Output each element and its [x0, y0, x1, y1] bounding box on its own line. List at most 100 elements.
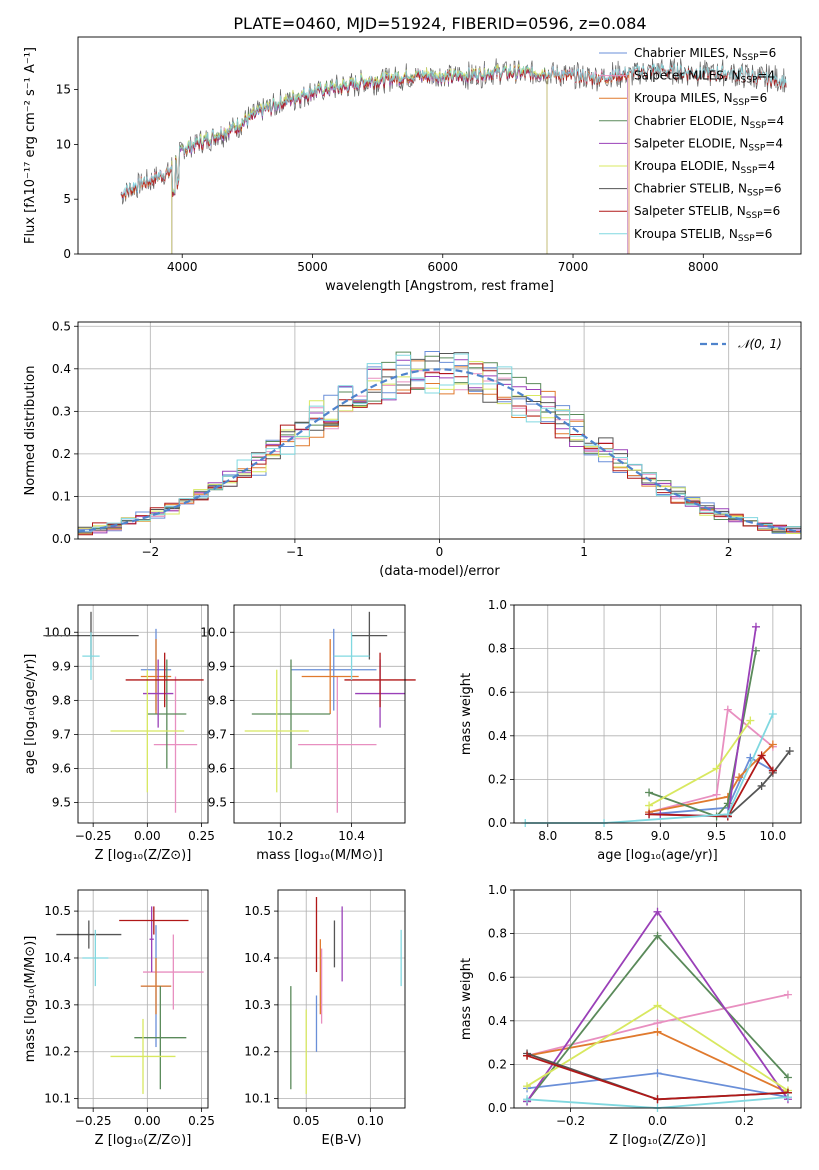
x-tick-label: 4000 [167, 260, 198, 274]
x-tick-label: −0.2 [556, 1114, 585, 1128]
y-tick-label: 0.5 [52, 319, 71, 333]
y-tick-label: 10.2 [244, 1045, 271, 1059]
weight-marker [653, 1018, 662, 1027]
weight-marker [783, 1073, 792, 1082]
legend: Chabrier MILES, NSSP=6 Salpeter MILES, NS… [599, 46, 784, 244]
y-tick-label: 10.0 [200, 625, 227, 639]
x-tick-label: 0.00 [134, 829, 161, 843]
y-tick-label: 10.1 [44, 1092, 71, 1106]
plot-area [43, 611, 204, 813]
weight-marker [768, 766, 777, 775]
legend-label: Kroupa MILES, NSSP=6 [634, 91, 767, 108]
spectrum-line [171, 65, 548, 254]
axes-frame [77, 36, 802, 255]
x-axis-label: mass [log₁₀(M/M⊙)] [256, 848, 383, 863]
chart-mass-vs-Z: −0.25 0.00 0.25 10.1 10.2 10.3 10.4 10.5 Z [log₁… [23, 889, 215, 1148]
legend-label: Chabrier ELODIE, NSSP=4 [634, 114, 784, 131]
weight-line [727, 750, 791, 818]
y-tick-label: 5 [63, 192, 71, 206]
x-tick-label: 10.4 [338, 829, 365, 843]
weight-marker [653, 1095, 662, 1104]
y-tick-label: 0.4 [488, 1014, 507, 1028]
x-tick-label: −2 [141, 545, 159, 559]
y-tick-label: 10.4 [244, 951, 271, 965]
y-tick-label: 0.6 [488, 970, 507, 984]
x-axis-label: E(B-V) [321, 1133, 361, 1148]
y-axis-label: mass [log₁₀(M/M⊙)] [23, 936, 38, 1063]
x-tick-label: 9.5 [707, 829, 726, 843]
legend-label: Kroupa STELIB, NSSP=6 [634, 227, 772, 244]
y-tick-label: 10.5 [244, 904, 271, 918]
legend-label: Chabrier MILES, NSSP=6 [634, 46, 776, 63]
weight-marker [653, 1027, 662, 1036]
weight-line [648, 707, 774, 813]
y-tick-label: 0.0 [52, 532, 71, 546]
y-tick-label: 0.6 [488, 685, 507, 699]
histogram-step [77, 353, 802, 539]
x-axis-label: Z [log₁₀(Z/Z⊙)] [609, 1133, 706, 1148]
legend-label: Salpeter ELODIE, NSSP=4 [634, 136, 783, 153]
weight-marker [783, 990, 792, 999]
weight-marker [653, 931, 662, 940]
axes-frame [277, 889, 406, 1109]
plot-area [290, 897, 402, 1094]
y-tick-label: 1.0 [488, 598, 507, 612]
y-tick-label: 0.8 [488, 642, 507, 656]
weight-marker [712, 764, 721, 773]
y-tick-label: 15 [56, 83, 71, 97]
y-axis-label: Flux [fλ10⁻¹⁷ erg cm⁻² s⁻¹ A⁻¹] [23, 47, 38, 244]
y-tick-label: 10.0 [44, 625, 71, 639]
x-tick-label: 0 [436, 545, 444, 559]
chart-age-vs-mass: 10.2 10.4 9.5 9.6 9.7 9.8 9.9 10.0 mass [log₁₀(M… [200, 604, 416, 863]
chart-mass-vs-EBV: 0.05 0.10 10.1 10.2 10.3 10.4 10.5 E(B-V) [244, 889, 406, 1148]
y-tick-label: 10.3 [44, 998, 71, 1012]
y-tick-label: 9.9 [52, 659, 71, 673]
y-tick-label: 0.1 [52, 489, 71, 503]
weight-marker [523, 1082, 532, 1091]
x-tick-label: −0.25 [75, 829, 112, 843]
x-tick-label: −0.25 [75, 1114, 112, 1128]
x-tick-label: 9.0 [651, 829, 670, 843]
x-tick-label: 10.0 [760, 829, 787, 843]
x-axis-label: age [log₁₀(age/yr)] [597, 848, 718, 863]
y-tick-label: 9.8 [52, 693, 71, 707]
x-axis-label: Z [log₁₀(Z/Z⊙)] [95, 1133, 192, 1148]
axes-frame [77, 321, 802, 540]
y-tick-label: 9.7 [208, 727, 227, 741]
x-tick-label: 2 [725, 545, 733, 559]
weight-marker [768, 710, 777, 718]
plot-area [244, 611, 416, 813]
chart-spectrum: 4000 5000 6000 7000 8000 0 5 10 15 wavelength [An… [23, 36, 802, 294]
x-axis-label: wavelength [Angstrom, rest frame] [325, 279, 554, 294]
y-tick-label: 9.6 [208, 762, 227, 776]
y-tick-label: 9.8 [208, 693, 227, 707]
y-tick-label: 10.1 [244, 1092, 271, 1106]
weight-marker [785, 747, 794, 756]
axes-frame [513, 889, 802, 1109]
y-tick-label: 9.5 [208, 796, 227, 810]
axes-frame [233, 604, 406, 824]
x-axis-label: (data-model)/error [379, 564, 500, 579]
plot-area [120, 58, 787, 254]
y-tick-label: 9.7 [52, 727, 71, 741]
x-tick-label: 0.05 [293, 1114, 320, 1128]
weight-marker [723, 810, 732, 819]
y-tick-label: 0 [63, 247, 71, 261]
y-tick-label: 9.6 [52, 762, 71, 776]
weight-line [660, 626, 757, 818]
weight-line [649, 756, 774, 816]
x-tick-label: 8000 [688, 260, 719, 274]
chart-residuals: −2 −1 0 1 2 0.0 0.1 0.2 0.3 0.4 0.5 (data-model)/er… [23, 319, 802, 579]
x-tick-label: 0.25 [188, 829, 215, 843]
plot-area [56, 906, 204, 1094]
plot-area [77, 351, 802, 539]
x-tick-label: 5000 [297, 260, 328, 274]
weight-marker [523, 1095, 532, 1104]
weight-marker [757, 751, 766, 760]
y-tick-label: 9.9 [208, 659, 227, 673]
y-tick-label: 0.8 [488, 927, 507, 941]
y-tick-label: 10 [56, 137, 71, 151]
weight-marker [645, 788, 654, 797]
